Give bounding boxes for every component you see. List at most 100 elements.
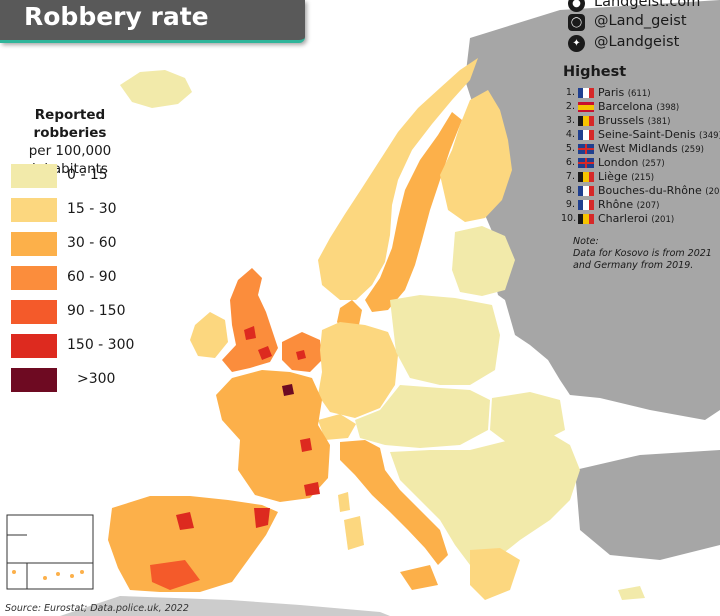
rank-number: 3. [565,115,575,126]
ranking-row: 5. West Midlands (259) [561,142,720,157]
rank-label: Paris (611) [598,86,651,99]
region-value: (207) [636,201,660,211]
legend-swatch [11,300,57,324]
uk-flag-icon [578,158,594,168]
region-greece [470,548,520,600]
legend-title: Reported robberies per 100,000 inhabitan… [0,106,140,178]
region-name: Charleroi [598,212,648,225]
region-great-britain [222,268,278,372]
region-romania [490,392,565,445]
legend-item: 150 - 300 [11,334,141,358]
rank-label: Seine-Saint-Denis (349) [598,128,720,141]
region-name: Rhône [598,198,634,211]
no-data-region-east [465,0,720,420]
region-poland [390,295,500,385]
uk-flag-icon [578,144,594,154]
region-name: Seine-Saint-Denis [598,128,696,141]
region-sweden [365,112,462,312]
rank-label: Bouches-du-Rhône (209) [598,184,720,197]
legend-range-label: 0 - 15 [67,167,108,183]
legend-range-label: 15 - 30 [67,201,117,217]
region-norway [318,58,478,300]
rank-number: 4. [565,129,575,140]
region-name: Paris [598,86,625,99]
region-name: London [598,156,639,169]
legend-item: 30 - 60 [11,232,141,256]
legend-swatch [11,164,57,188]
page-title: Robbery rate [24,2,209,31]
region-sicily [400,565,438,590]
region-value: (381) [647,117,671,127]
ranking-row: 6. London (257) [561,156,720,171]
legend-range-label: >300 [77,371,116,387]
rank-label: London (257) [598,156,665,169]
region-value: (201) [651,215,675,225]
inset-canary-islands [6,514,94,590]
france-flag-icon [578,186,594,196]
region-iceland [120,70,192,108]
rank-label: Rhône (207) [598,198,659,211]
legend-item: 90 - 150 [11,300,141,324]
note-label: Note: [573,236,599,247]
source-credit: Source: Eurostat; Data.police.uk, 2022 [5,603,189,614]
highest-title: Highest [563,64,627,80]
legend-item: 60 - 90 [11,266,141,290]
region-madrid [176,512,194,530]
ranking-row: 10. Charleroi (201) [561,212,720,227]
region-value: (398) [656,103,680,113]
rank-number: 6. [565,157,575,168]
region-sardinia [344,516,364,550]
region-name: Bouches-du-Rhône [598,184,702,197]
region-value: (611) [627,89,651,99]
rank-number: 10. [561,213,577,224]
legend-swatch [11,368,57,392]
region-switzerland [318,414,356,440]
france-flag-icon [578,200,594,210]
rank-label: Liège (215) [598,170,654,183]
social-website[interactable]: ● Landgeist.com [568,0,720,14]
twitter-icon: ✦ [568,35,585,52]
rank-label: Charleroi (201) [598,212,674,225]
ranking-row: 9. Rhône (207) [561,198,720,213]
region-name: West Midlands [598,142,678,155]
ranking-row: 3. Brussels (381) [561,114,720,129]
legend-range-label: 60 - 90 [67,269,117,285]
region-cyprus [618,586,645,600]
legend-swatch [11,232,57,256]
globe-icon: ● [568,0,585,12]
rank-number: 9. [565,199,575,210]
belgium-flag-icon [578,172,594,182]
belgium-flag-icon [578,116,594,126]
region-ireland [190,312,228,358]
ranking-row: 7. Liège (215) [561,170,720,185]
ranking-row: 2. Barcelona (398) [561,100,720,115]
region-name: Liège [598,170,628,183]
region-italy [340,440,448,565]
rank-number: 2. [565,101,575,112]
social-instagram-label: @Land_geist [594,13,687,29]
ranking-row: 8. Bouches-du-Rhône (209) [561,184,720,199]
region-london [258,346,272,360]
legend-range-label: 30 - 60 [67,235,117,251]
title-banner: Robbery rate [0,0,305,43]
region-finland [440,90,512,222]
legend-swatch [11,198,57,222]
note-line1: Data for Kosovo is from 2021 [573,248,712,259]
social-instagram[interactable]: ◯ @Land_geist [568,13,720,33]
rank-number: 5. [565,143,575,154]
region-lyon [300,438,312,452]
region-west-midlands [244,326,256,340]
region-central [355,385,490,448]
region-value: (257) [641,159,665,169]
region-corsica [338,492,350,512]
region-andalusia [150,560,200,590]
instagram-icon: ◯ [568,14,585,31]
region-value: (215) [631,173,655,183]
region-name: Brussels [598,114,645,127]
social-twitter[interactable]: ✦ @Landgeist [568,34,720,54]
region-marseille [304,482,320,496]
rank-label: Barcelona (398) [598,100,679,113]
spain-flag-icon [578,102,594,112]
region-value: (259) [681,145,704,155]
legend-item: >300 [11,368,141,392]
